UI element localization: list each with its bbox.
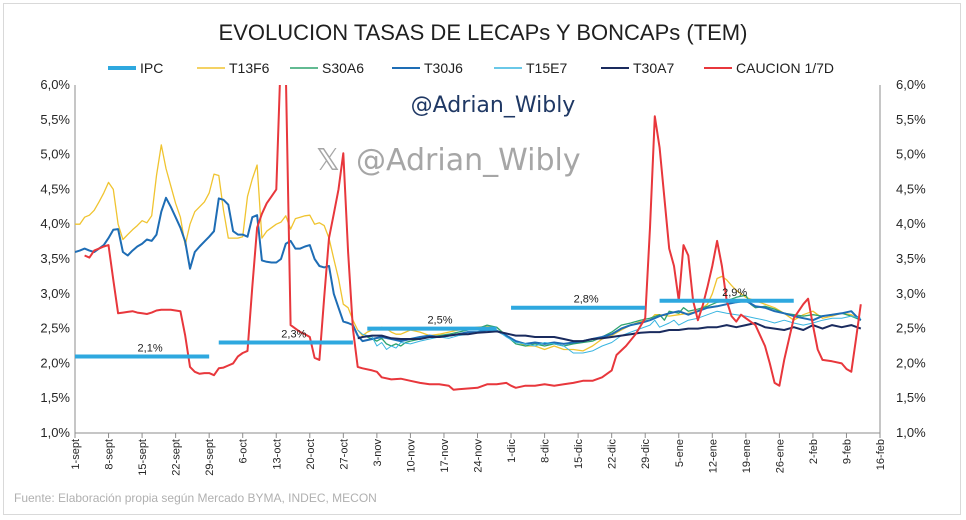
x-tick-label: 22-dic <box>607 439 619 469</box>
x-tick-label: 29-dic <box>640 439 652 469</box>
ipc-label: 2,9% <box>722 287 747 299</box>
ipc-label: 2,5% <box>427 315 452 327</box>
x-tick-label: 1-dic <box>506 439 518 463</box>
x-tick-label: 13-oct <box>271 439 283 470</box>
legend-item: CAUCION 1/7D <box>704 60 834 76</box>
legend-item: T30A7 <box>601 60 674 76</box>
x-tick-label: 6-oct <box>238 439 250 463</box>
legend-label: CAUCION 1/7D <box>736 60 834 76</box>
legend-label: T15E7 <box>526 60 567 76</box>
y-tick-label-right: 5,0% <box>896 147 926 162</box>
x-tick-label: 27-oct <box>338 439 350 470</box>
ipc-label: 2,3% <box>281 329 306 341</box>
chart-frame <box>3 3 961 515</box>
y-tick-label: 4,0% <box>40 216 70 231</box>
y-tick-label: 2,0% <box>40 355 70 370</box>
x-tick-label: 2-feb <box>808 439 820 464</box>
y-tick-label-right: 1,0% <box>896 425 926 440</box>
y-axis-left: 1,0% 1,5% 2,0% 2,5% 3,0% 3,5% 4,0% 4,5% 5,0% 5,5%… <box>40 77 76 440</box>
y-tick-label-right: 3,5% <box>896 251 926 266</box>
x-logo-icon: 𝕏 <box>316 143 340 178</box>
y-tick-label: 3,0% <box>40 286 70 301</box>
x-tick-label: 24-nov <box>473 439 485 473</box>
y-tick-label: 5,0% <box>40 147 70 162</box>
legend-label: IPC <box>140 60 163 76</box>
x-tick-label: 15-dic <box>573 439 585 469</box>
x-tick-label: 12-ene <box>707 439 719 473</box>
legend-item: S30A6 <box>290 60 364 76</box>
series-line-t30j6 <box>75 196 862 345</box>
watermark-text: @Adrian_Wibly <box>356 143 581 178</box>
x-axis: 1-sept 8-sept 15-sept 22-sept 29-sept 6-oct 13… <box>70 432 887 476</box>
ipc-label: 2,1% <box>138 342 163 354</box>
x-tick-label: 16-feb <box>875 439 887 470</box>
y-axis-right: 1,0% 1,5% 2,0% 2,5% 3,0% 3,5% 4,0% 4,5% 5,0% 5,5%… <box>879 77 926 440</box>
x-tick-label: 5-ene <box>674 439 686 467</box>
x-tick-label: 8-dic <box>540 439 552 463</box>
source-note: Fuente: Elaboración propia según Mercado… <box>14 491 377 505</box>
y-tick-label: 1,0% <box>40 425 70 440</box>
legend-label: T30A7 <box>633 60 674 76</box>
y-tick-label: 6,0% <box>40 77 70 92</box>
x-tick-label: 29-sept <box>204 439 216 476</box>
x-tick-label: 1-sept <box>70 439 82 470</box>
x-tick-label: 26-ene <box>774 439 786 473</box>
legend-label: T13F6 <box>229 60 270 76</box>
legend-item: IPC <box>108 60 163 76</box>
y-tick-label-right: 4,5% <box>896 181 926 196</box>
y-tick-label: 4,5% <box>40 181 70 196</box>
legend-item: T13F6 <box>197 60 270 76</box>
y-tick-label: 1,5% <box>40 390 70 405</box>
x-tick-label: 20-oct <box>305 439 317 470</box>
x-tick-label: 19-ene <box>741 439 753 473</box>
y-tick-label: 5,5% <box>40 112 70 127</box>
watermark-main: 𝕏 @Adrian_Wibly <box>316 143 581 178</box>
x-tick-label: 10-nov <box>405 439 417 473</box>
x-tick-label: 15-sept <box>137 439 149 476</box>
y-tick-label-right: 2,5% <box>896 321 926 336</box>
y-tick-label: 2,5% <box>40 321 70 336</box>
x-tick-label: 17-nov <box>439 439 451 473</box>
y-tick-label-right: 4,0% <box>896 216 926 231</box>
x-tick-label: 9-feb <box>841 439 853 464</box>
x-tick-label: 8-sept <box>104 439 116 470</box>
y-tick-label: 3,5% <box>40 251 70 266</box>
series-line-t15e7 <box>357 310 861 354</box>
legend-label: S30A6 <box>322 60 364 76</box>
y-tick-label-right: 1,5% <box>896 390 926 405</box>
legend-item: T15E7 <box>494 60 567 76</box>
y-tick-label-right: 5,5% <box>896 112 926 127</box>
ipc-layer: 2,1% 2,3% 2,5% 2,8% 2,9% <box>75 287 794 359</box>
ipc-label: 2,8% <box>574 294 599 306</box>
legend-item: T30J6 <box>392 60 463 76</box>
legend: IPC T13F6 S30A6 T30J6 T15E7 T30A7 CAUCION 1/7D <box>108 60 834 76</box>
legend-label: T30J6 <box>424 60 463 76</box>
chart-title: EVOLUCION TASAS DE LECAPs Y BONCAPs (TEM… <box>219 20 748 45</box>
y-tick-label-right: 3,0% <box>896 286 926 301</box>
series-line-t30a7 <box>357 322 862 343</box>
watermark-handle: @Adrian_Wibly <box>411 93 576 118</box>
x-tick-label: 3-nov <box>372 439 384 467</box>
series-line-t13f6 <box>75 144 862 352</box>
y-tick-label-right: 2,0% <box>896 355 926 370</box>
x-tick-label: 22-sept <box>171 439 183 476</box>
y-tick-label-right: 6,0% <box>896 77 926 92</box>
